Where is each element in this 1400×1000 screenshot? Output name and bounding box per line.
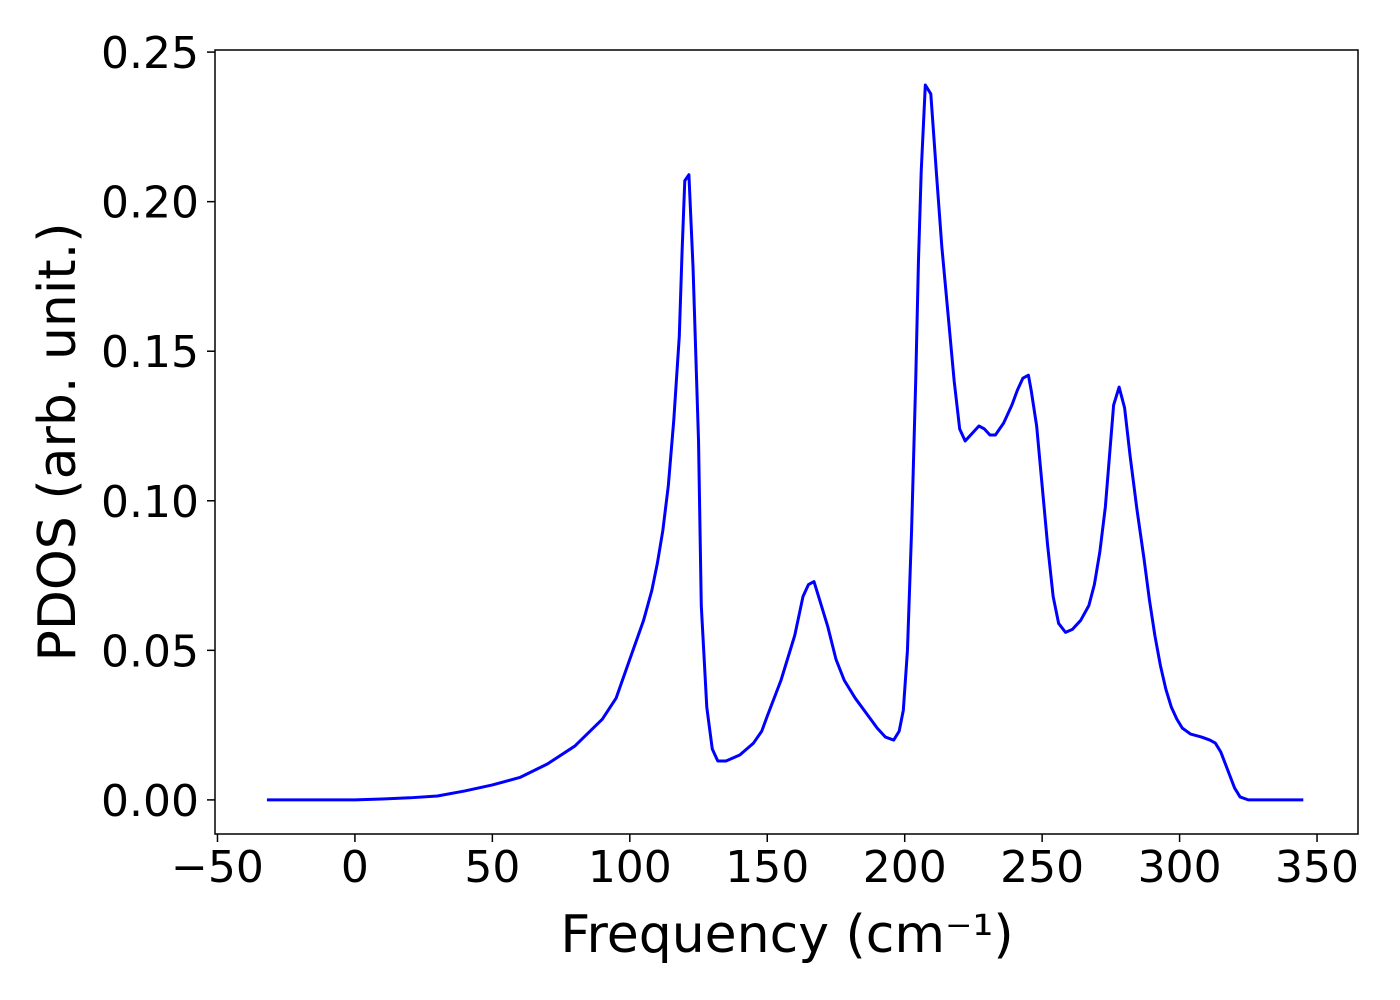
plot-frame <box>214 49 1359 835</box>
x-tick-label: 0 <box>341 842 369 893</box>
x-tick-label: 150 <box>725 842 809 893</box>
y-tick-label: 0.00 <box>101 776 199 827</box>
y-tick-label: 0.25 <box>101 28 199 79</box>
y-tick-label: 0.15 <box>101 327 199 378</box>
x-axis-label: Frequency (cm⁻¹) <box>560 905 1013 965</box>
y-tick-label: 0.20 <box>101 178 199 229</box>
data-line <box>266 83 1304 802</box>
x-tick-label: 100 <box>588 842 672 893</box>
y-tick-label: 0.10 <box>101 477 199 528</box>
x-tick-label: 300 <box>1138 842 1222 893</box>
y-tick-label: 0.05 <box>101 626 199 677</box>
x-tick-label: 250 <box>1000 842 1084 893</box>
x-tick-label: 50 <box>464 842 520 893</box>
x-tick-label: 200 <box>863 842 947 893</box>
x-tick-label: −50 <box>171 842 264 893</box>
x-tick-label: 350 <box>1275 842 1359 893</box>
y-axis-label: PDOS (arb. unit.) <box>28 222 88 661</box>
